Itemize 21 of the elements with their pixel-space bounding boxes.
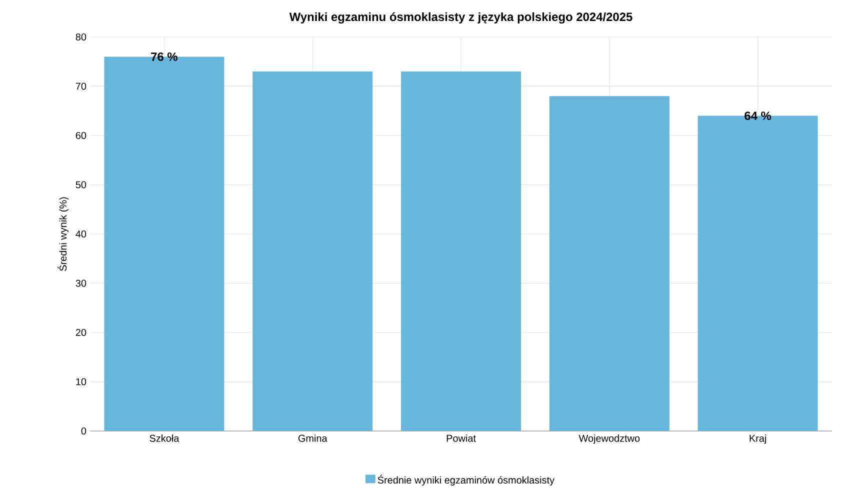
y-tick-label: 80 bbox=[76, 33, 86, 41]
legend-label: Średnie wyniki egzaminów ósmoklasisty bbox=[378, 474, 555, 486]
x-tick-label: Kraj bbox=[750, 434, 766, 444]
y-axis-title: Średni wynik (%) bbox=[58, 197, 69, 271]
y-tick-label: 70 bbox=[76, 82, 86, 90]
bar bbox=[549, 96, 670, 431]
y-tick-label: 40 bbox=[76, 230, 86, 238]
y-tick-label: 30 bbox=[76, 280, 86, 287]
x-tick-label: Gmina bbox=[298, 434, 328, 442]
x-tick-label: Powiat bbox=[446, 434, 476, 442]
y-tick-label: 0 bbox=[81, 427, 86, 435]
data-label: 76 % bbox=[151, 52, 178, 61]
x-tick-label: Wojewodztwo bbox=[578, 434, 640, 444]
y-tick-label: 60 bbox=[76, 132, 86, 140]
y-tick-label: 50 bbox=[76, 181, 86, 188]
bar bbox=[401, 71, 522, 431]
bar bbox=[252, 71, 373, 431]
y-tick-label: 20 bbox=[76, 328, 86, 336]
x-tick-label: Szkoła bbox=[150, 434, 180, 442]
y-tick-label: 10 bbox=[76, 378, 86, 386]
chart-title: Wyniki egzaminu ósmoklasisty z języka polskiego 2024/2025 bbox=[289, 12, 632, 24]
